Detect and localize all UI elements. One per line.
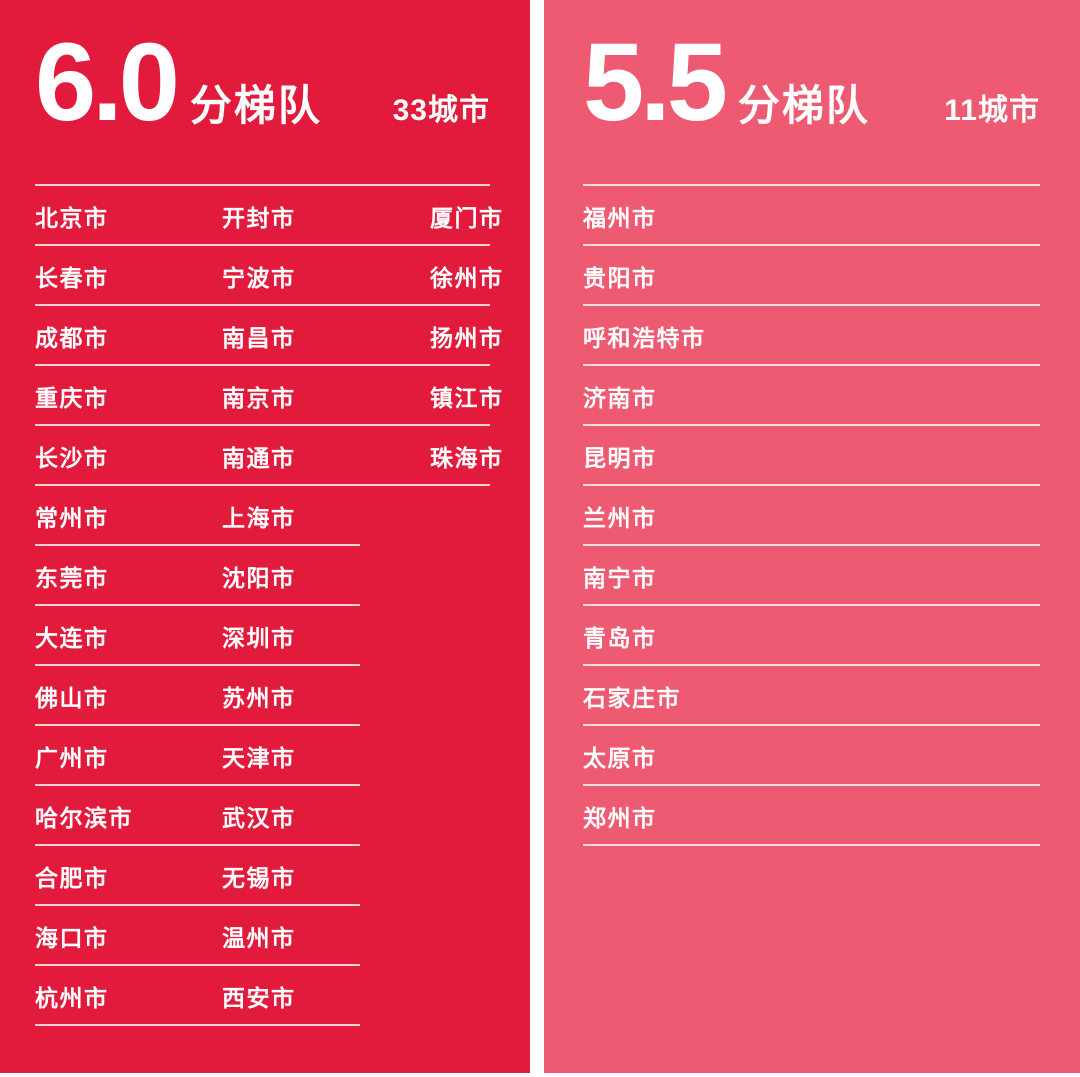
panel-header: 5.5 分梯队 11城市 xyxy=(583,0,1040,186)
tier-label: 分梯队 xyxy=(189,82,322,129)
city-row: 昆明市 xyxy=(583,426,1040,486)
city-name: 东莞市 xyxy=(35,565,109,591)
city-name: 北京市 xyxy=(35,205,109,231)
city-name: 武汉市 xyxy=(222,805,296,831)
city-row: 大连市 深圳市 xyxy=(35,606,490,666)
city-name: 无锡市 xyxy=(222,865,296,891)
city-name: 扬州市 xyxy=(430,325,504,351)
city-row: 东莞市 沈阳市 xyxy=(35,546,490,606)
city-row: 佛山市 苏州市 xyxy=(35,666,490,726)
city-row: 太原市 xyxy=(583,726,1040,786)
city-name: 成都市 xyxy=(35,325,109,351)
tier-score: 5.5 xyxy=(583,21,728,144)
city-name: 贵阳市 xyxy=(583,265,657,291)
city-row: 合肥市 无锡市 xyxy=(35,846,490,906)
city-name: 南京市 xyxy=(222,385,296,411)
tier-panel-5-5: 5.5 分梯队 11城市 福州市贵阳市呼和浩特市济南市昆明市兰州市南宁市青岛市石… xyxy=(544,0,1080,1073)
city-row: 北京市 开封市 厦门市 xyxy=(35,186,502,246)
city-name: 南宁市 xyxy=(583,565,657,591)
city-name: 天津市 xyxy=(222,745,296,771)
city-row: 济南市 xyxy=(583,366,1040,426)
city-name: 温州市 xyxy=(222,925,296,951)
city-name: 西安市 xyxy=(222,985,296,1011)
tier-label: 分梯队 xyxy=(737,82,870,129)
city-name: 上海市 xyxy=(222,505,296,531)
city-name: 镇江市 xyxy=(430,385,504,411)
city-name: 南通市 xyxy=(222,445,296,471)
city-row: 石家庄市 xyxy=(583,666,1040,726)
city-name: 济南市 xyxy=(583,385,657,411)
city-row: 长春市 宁波市 徐州市 xyxy=(35,246,502,306)
city-name: 昆明市 xyxy=(583,445,657,471)
city-name: 太原市 xyxy=(583,745,657,771)
city-name: 石家庄市 xyxy=(583,685,681,711)
tier-panel-6-0: 6.0 分梯队 33城市 北京市 开封市 厦门市长春市 宁波市 徐州市成都市 南昌市 扬州市… xyxy=(0,0,530,1073)
city-row: 郑州市 xyxy=(583,786,1040,846)
city-name: 长春市 xyxy=(35,265,109,291)
city-name: 哈尔滨市 xyxy=(35,805,133,831)
city-name: 福州市 xyxy=(583,205,657,231)
city-name: 沈阳市 xyxy=(222,565,296,591)
city-name: 南昌市 xyxy=(222,325,296,351)
city-row: 南宁市 xyxy=(583,546,1040,606)
city-name: 杭州市 xyxy=(35,985,109,1011)
city-name: 兰州市 xyxy=(583,505,657,531)
city-name: 重庆市 xyxy=(35,385,109,411)
city-name: 珠海市 xyxy=(430,445,504,471)
city-name: 大连市 xyxy=(35,625,109,651)
city-name: 宁波市 xyxy=(222,265,296,291)
city-row: 常州市 上海市 xyxy=(35,486,490,546)
city-name: 青岛市 xyxy=(583,625,657,651)
city-row: 呼和浩特市 xyxy=(583,306,1040,366)
city-row: 福州市 xyxy=(583,186,1040,246)
city-name: 广州市 xyxy=(35,745,109,771)
city-row: 长沙市 南通市 珠海市 xyxy=(35,426,502,486)
city-name: 呼和浩特市 xyxy=(583,325,706,351)
city-name: 徐州市 xyxy=(430,265,504,291)
city-name: 深圳市 xyxy=(222,625,296,651)
city-row: 成都市 南昌市 扬州市 xyxy=(35,306,502,366)
panel-header: 6.0 分梯队 33城市 xyxy=(35,0,490,186)
tier-score: 6.0 xyxy=(35,21,180,144)
city-name: 合肥市 xyxy=(35,865,109,891)
city-name: 开封市 xyxy=(222,205,296,231)
city-count-badge: 11城市 xyxy=(944,94,1040,127)
city-row: 重庆市 南京市 镇江市 xyxy=(35,366,502,426)
city-name: 佛山市 xyxy=(35,685,109,711)
city-row: 兰州市 xyxy=(583,486,1040,546)
city-name: 苏州市 xyxy=(222,685,296,711)
city-name: 郑州市 xyxy=(583,805,657,831)
city-name: 常州市 xyxy=(35,505,109,531)
city-row: 广州市 天津市 xyxy=(35,726,490,786)
city-row: 杭州市 西安市 xyxy=(35,966,490,1026)
city-row: 海口市 温州市 xyxy=(35,906,490,966)
city-row: 青岛市 xyxy=(583,606,1040,666)
city-row: 贵阳市 xyxy=(583,246,1040,306)
city-name: 长沙市 xyxy=(35,445,109,471)
city-list: 北京市 开封市 厦门市长春市 宁波市 徐州市成都市 南昌市 扬州市重庆市 南京市 镇江市长沙市 南… xyxy=(35,186,502,1026)
city-list: 福州市贵阳市呼和浩特市济南市昆明市兰州市南宁市青岛市石家庄市太原市郑州市 xyxy=(583,186,1040,846)
city-row: 哈尔滨市 武汉市 xyxy=(35,786,490,846)
city-name: 厦门市 xyxy=(430,205,504,231)
city-name: 海口市 xyxy=(35,925,109,951)
city-count-badge: 33城市 xyxy=(392,94,490,127)
